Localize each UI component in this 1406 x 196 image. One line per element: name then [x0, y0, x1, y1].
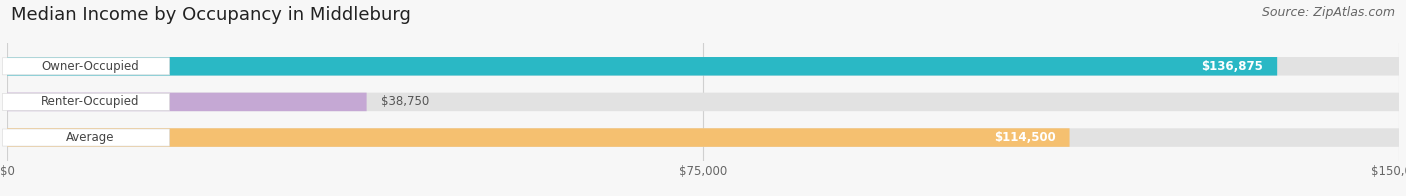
Text: $136,875: $136,875	[1201, 60, 1263, 73]
FancyBboxPatch shape	[3, 129, 170, 146]
FancyBboxPatch shape	[7, 57, 1399, 75]
FancyBboxPatch shape	[3, 58, 170, 75]
FancyBboxPatch shape	[3, 93, 170, 111]
Text: $114,500: $114,500	[994, 131, 1056, 144]
Text: Median Income by Occupancy in Middleburg: Median Income by Occupancy in Middleburg	[11, 6, 411, 24]
Text: $38,750: $38,750	[381, 95, 429, 108]
FancyBboxPatch shape	[7, 93, 1399, 111]
Text: Renter-Occupied: Renter-Occupied	[41, 95, 139, 108]
FancyBboxPatch shape	[7, 57, 1277, 75]
FancyBboxPatch shape	[7, 128, 1399, 147]
Text: Owner-Occupied: Owner-Occupied	[42, 60, 139, 73]
Text: Source: ZipAtlas.com: Source: ZipAtlas.com	[1261, 6, 1395, 19]
Text: Average: Average	[66, 131, 115, 144]
FancyBboxPatch shape	[7, 128, 1070, 147]
FancyBboxPatch shape	[7, 93, 367, 111]
